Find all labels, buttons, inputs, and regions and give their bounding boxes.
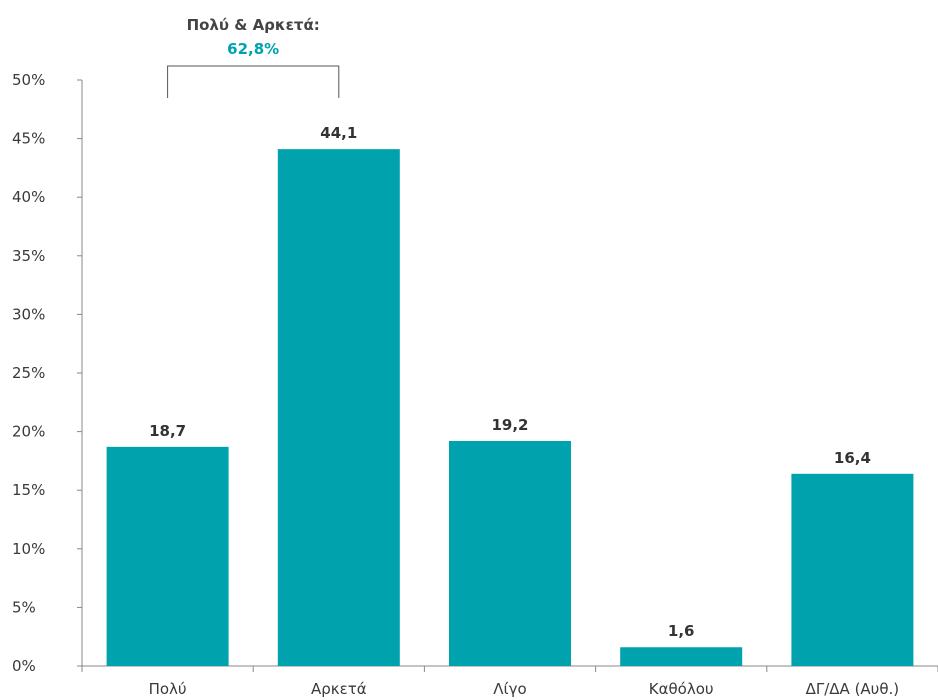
- y-tick-label: 40%: [12, 188, 45, 206]
- y-tick-label: 25%: [12, 364, 45, 382]
- bar: [106, 446, 229, 666]
- bar: [620, 647, 743, 666]
- bracket-annotation: Πολύ & Αρκετά: 62,8%: [167, 16, 340, 98]
- bars: 18,7 44,1 19,2 1,6 16,4: [106, 124, 914, 666]
- data-label: 18,7: [149, 422, 186, 440]
- x-tick-label: Λίγο: [493, 680, 526, 698]
- x-axis: Πολύ Αρκετά Λίγο Καθόλου ΔΓ/ΔΑ (Αυθ.): [81, 665, 938, 698]
- y-tick-label: 0%: [12, 657, 36, 675]
- bar: [277, 149, 400, 666]
- y-tick-label: 15%: [12, 481, 45, 499]
- y-tick-label: 10%: [12, 540, 45, 558]
- x-tick-label: ΔΓ/ΔΑ (Αυθ.): [806, 680, 900, 698]
- y-tick-label: 20%: [12, 423, 45, 441]
- bracket-value: 62,8%: [227, 40, 279, 58]
- x-tick-label: Καθόλου: [649, 680, 714, 698]
- data-label: 16,4: [834, 449, 871, 467]
- y-tick-label: 50%: [12, 71, 45, 89]
- y-tick-label: 5%: [12, 598, 36, 616]
- data-label: 19,2: [491, 416, 528, 434]
- bracket-title: Πολύ & Αρκετά:: [187, 16, 320, 34]
- x-tick-label: Αρκετά: [311, 680, 367, 698]
- data-label: 44,1: [320, 124, 357, 142]
- x-tick-label: Πολύ: [149, 680, 187, 698]
- y-tick-label: 35%: [12, 247, 45, 265]
- data-label: 1,6: [668, 622, 695, 640]
- y-tick-label: 45%: [12, 130, 45, 148]
- bracket-line: [167, 65, 340, 98]
- y-tick-label: 30%: [12, 305, 45, 323]
- bar: [449, 440, 571, 666]
- y-axis: 0% 5% 10% 15% 20% 25% 30% 35% 40% 45% 50%: [12, 71, 83, 675]
- bar: [791, 473, 914, 666]
